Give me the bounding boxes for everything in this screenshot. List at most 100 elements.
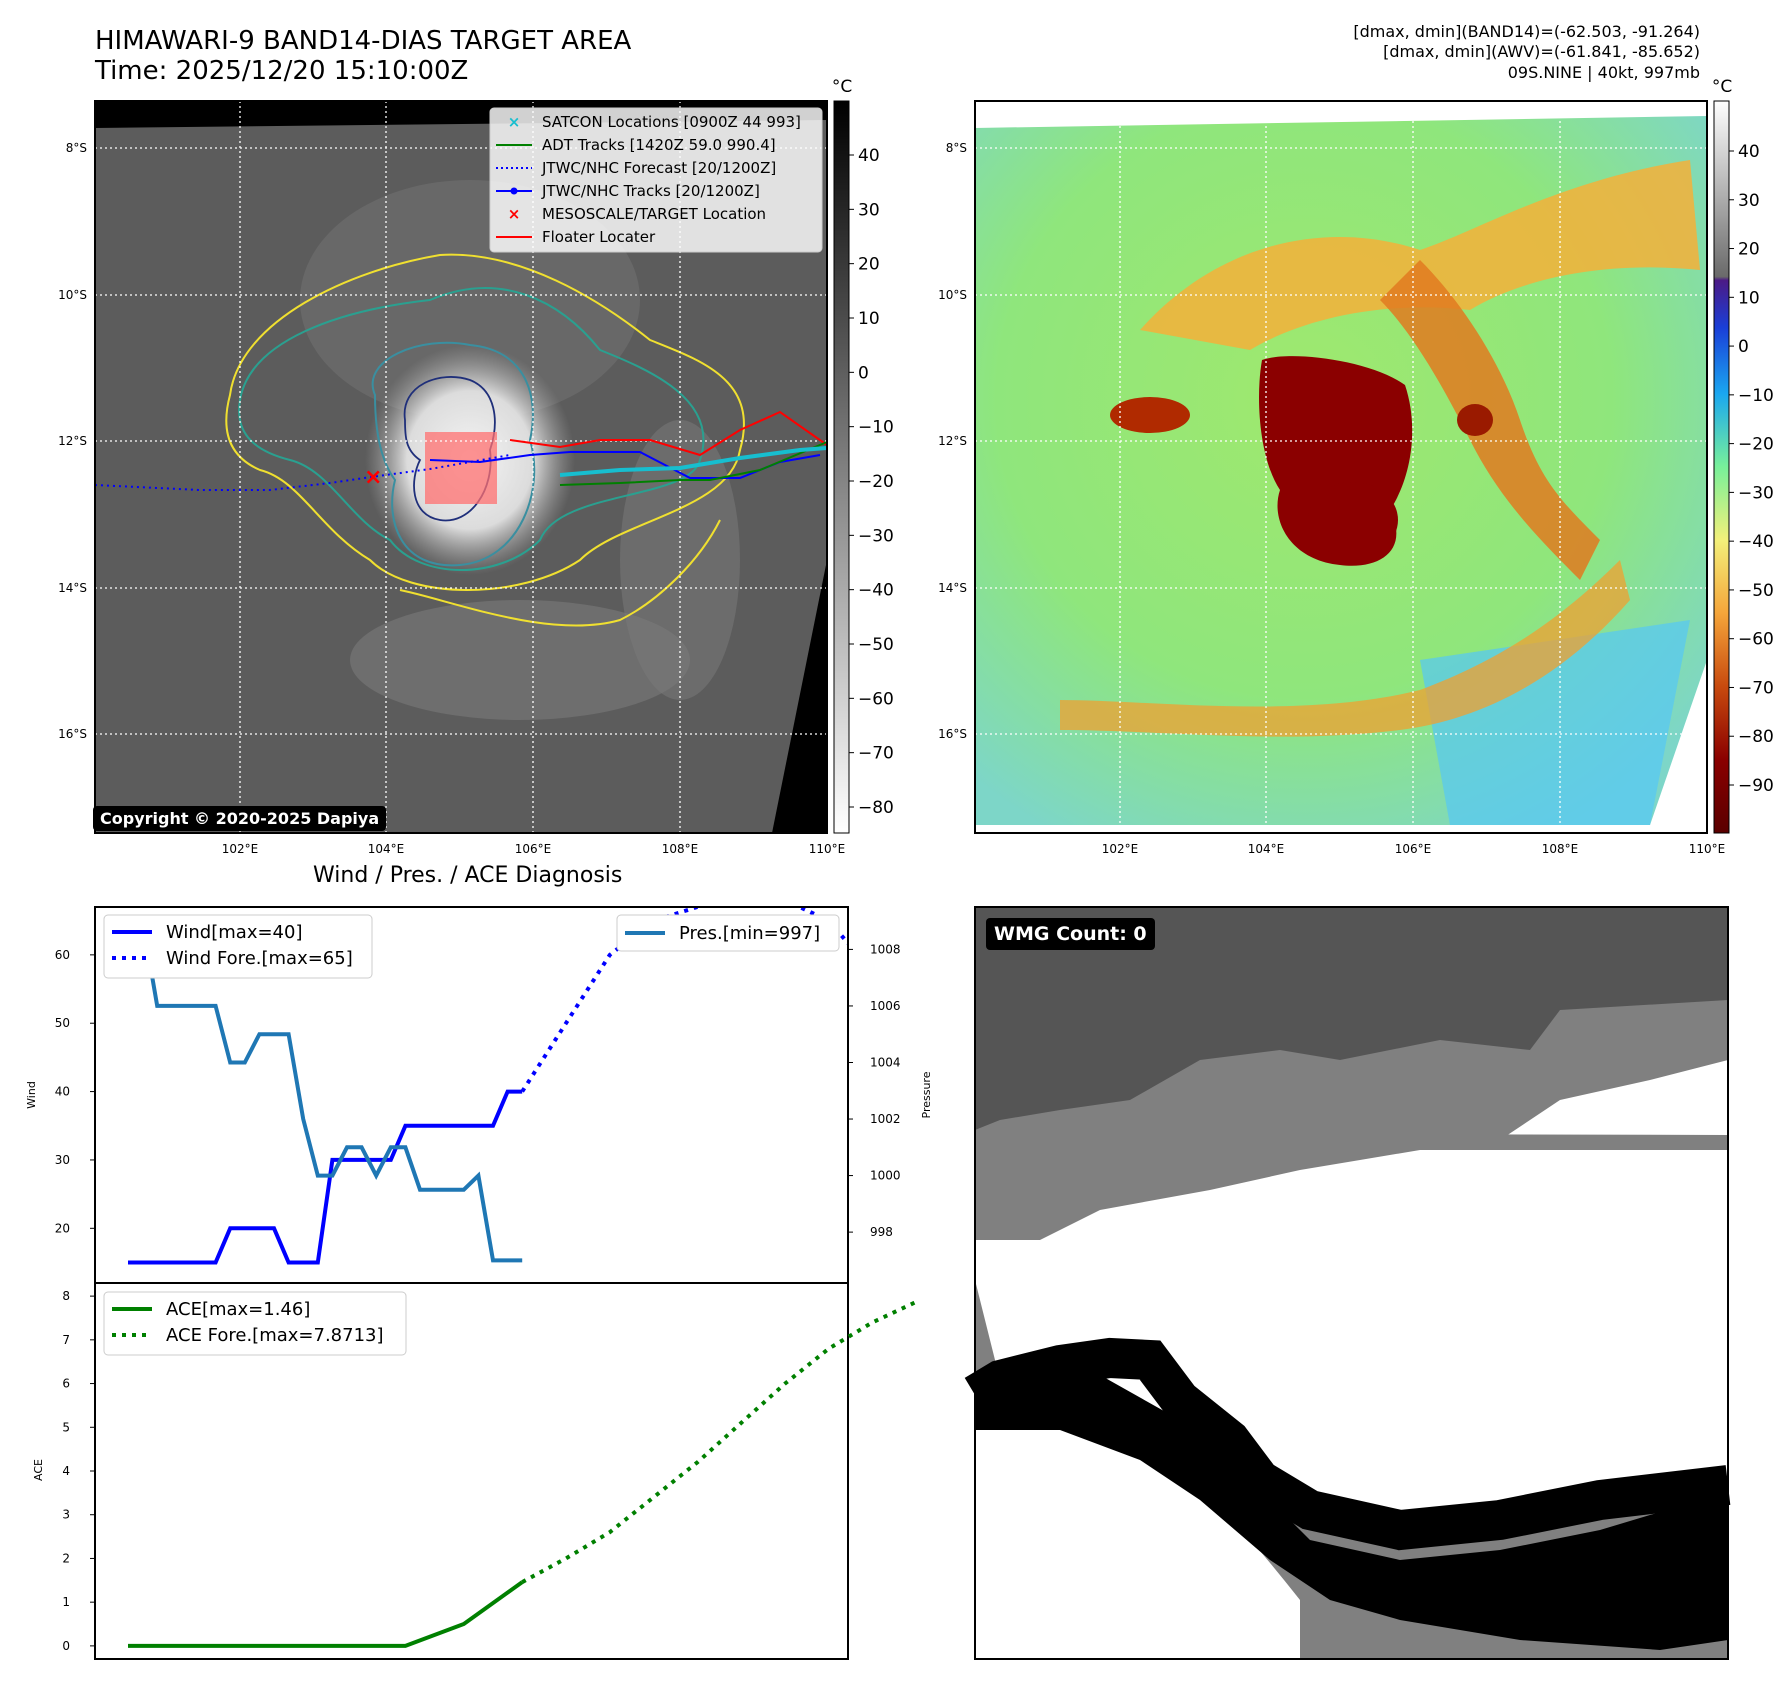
legend-box xyxy=(489,107,823,253)
colorbar-tick-label: −80 xyxy=(858,798,894,818)
ir-frame xyxy=(94,100,828,834)
legend-label: ACE[max=1.46] xyxy=(166,1299,310,1320)
lat-label: 14°S xyxy=(58,581,87,595)
y2-tick-label: 1008 xyxy=(870,942,901,956)
legend-label: JTWC/NHC Forecast [20/1200Z] xyxy=(541,159,776,177)
y2-tick-label: 1000 xyxy=(870,1169,901,1183)
y-tick-label: 6 xyxy=(62,1377,70,1391)
lat-label: 16°S xyxy=(58,727,87,741)
y-tick-label: 1 xyxy=(62,1595,70,1609)
y2-tick-label: 998 xyxy=(870,1225,893,1239)
awv-colorbar: °C 40 30 20 10 0 −10 −20 −30 −40 −50 −60 −70 −80 −90 xyxy=(1712,77,1774,834)
colorbar-tick-label: 0 xyxy=(858,363,869,383)
ace-legend-box xyxy=(103,1291,407,1356)
awv-colorbar-unit: °C xyxy=(1712,77,1732,97)
y-tick-label: 40 xyxy=(55,1085,70,1099)
legend-label: Wind[max=40] xyxy=(166,922,303,943)
meta-awv: [dmax, dmin](AWV)=(-61.841, -85.652) xyxy=(1383,42,1700,61)
y2-tick-label: 1002 xyxy=(870,1112,901,1126)
wmg-gray-strip xyxy=(975,1133,1728,1150)
lat-label: 10°S xyxy=(938,288,967,302)
legend-marker: × xyxy=(508,113,521,131)
y-tick-label: 60 xyxy=(55,948,70,962)
colorbar-tick-label: −50 xyxy=(1738,581,1774,601)
ir-cloud-south xyxy=(350,600,690,720)
y-tick-label: 2 xyxy=(62,1551,70,1565)
y-tick-label: 30 xyxy=(55,1153,70,1167)
colorbar-tick-label: −10 xyxy=(1738,386,1774,406)
lon-label: 106°E xyxy=(515,842,552,856)
pressure-series-line xyxy=(128,919,523,1263)
lat-label: 12°S xyxy=(58,434,87,448)
ir-contour-inner xyxy=(371,341,536,567)
wmg-count-badge: WMG Count: 0 xyxy=(986,918,1155,950)
copyright-badge: Copyright © 2020-2025 Dapiya xyxy=(93,806,387,831)
colorbar-tick-label: 20 xyxy=(858,255,880,275)
meta-storm: 09S.NINE | 40kt, 997mb xyxy=(1507,63,1700,82)
lon-label: 104°E xyxy=(368,842,405,856)
ir-legend: × SATCON Locations [0900Z 44 993] ADT Trac… xyxy=(489,107,823,253)
wmg-dark-zone xyxy=(975,907,1728,1130)
ir-contour-rainband xyxy=(399,519,721,627)
colorbar-tick-label: 30 xyxy=(1738,191,1760,211)
lat-label: 8°S xyxy=(946,141,967,155)
wind-legend-box xyxy=(103,914,373,979)
satcon-track-line xyxy=(559,446,828,477)
wmg-panel xyxy=(964,906,1731,1660)
lon-label: 108°E xyxy=(662,842,699,856)
meta-band14: [dmax, dmin](BAND14)=(-62.503, -91.264) xyxy=(1353,22,1700,41)
colorbar-tick-label: −20 xyxy=(858,472,894,492)
ir-gridlines xyxy=(95,101,828,833)
lon-label: 102°E xyxy=(222,842,259,856)
legend-label: ADT Tracks [1420Z 59.0 990.4] xyxy=(542,136,776,154)
lat-label: 12°S xyxy=(938,434,967,448)
chart-title-line1: HIMAWARI-9 BAND14-DIAS TARGET AREA xyxy=(95,26,632,56)
y2-tick-label: 1004 xyxy=(870,1055,901,1069)
colorbar-tick-label: 10 xyxy=(858,309,880,329)
wind-ylabel: Wind xyxy=(25,1081,38,1109)
ace-ylabel: ACE xyxy=(32,1459,45,1481)
lat-label: 8°S xyxy=(66,141,87,155)
chart-title-line2: Time: 2025/12/20 15:10:00Z xyxy=(95,56,469,86)
legend-label: JTWC/NHC Tracks [20/1200Z] xyxy=(541,182,760,200)
lon-label: 110°E xyxy=(1689,842,1726,856)
ace-series-line xyxy=(128,1580,524,1648)
y-tick-label: 0 xyxy=(62,1639,70,1653)
awv-frame xyxy=(974,100,1708,834)
ir-lat-labels: 8°S 10°S 12°S 14°S 16°S xyxy=(58,141,87,741)
awv-panel: 8°S 10°S 12°S 14°S 16°S 102°E 104°E 106°E 108°E… xyxy=(938,100,1726,856)
wmg-frame xyxy=(974,906,1729,1660)
adt-track-line xyxy=(559,441,828,486)
ir-lon-labels: 102°E 104°E 106°E 108°E 110°E xyxy=(222,842,846,856)
diagnosis-title: Wind / Pres. / ACE Diagnosis xyxy=(313,863,623,888)
lon-label: 102°E xyxy=(1102,842,1139,856)
lon-label: 104°E xyxy=(1248,842,1285,856)
colorbar-tick-label: −90 xyxy=(1738,776,1774,796)
pres-legend-box xyxy=(616,914,840,952)
wind-pres-panel: 20 30 40 50 60 998 1000 1002 1004 1006 1008 Wind … xyxy=(25,906,933,1284)
awv-lat-labels: 8°S 10°S 12°S 14°S 16°S xyxy=(938,141,967,741)
colorbar-tick-label: 10 xyxy=(1738,288,1760,308)
legend-label: Floater Locater xyxy=(542,228,656,246)
colorbar-tick-label: −40 xyxy=(858,581,894,601)
colorbar-tick-label: −80 xyxy=(1738,727,1774,747)
colorbar-tick-label: −60 xyxy=(858,689,894,709)
wmg-white-lower xyxy=(975,1378,1300,1659)
legend-dot xyxy=(510,187,518,195)
y-tick-label: 20 xyxy=(55,1221,70,1235)
pressure-ylabel: Pressure xyxy=(920,1071,933,1118)
colorbar-tick-label: −40 xyxy=(1738,532,1774,552)
awv-lon-labels: 102°E 104°E 106°E 108°E 110°E xyxy=(1102,842,1726,856)
awv-cell-west xyxy=(1110,397,1190,433)
colorbar-tick-label: −30 xyxy=(858,526,894,546)
lat-label: 10°S xyxy=(58,288,87,302)
colorbar-tick-label: −70 xyxy=(858,744,894,764)
wmg-black-ridge xyxy=(964,1337,1731,1551)
colorbar-tick-label: 0 xyxy=(1738,337,1749,357)
colorbar-tick-label: 40 xyxy=(858,146,880,166)
mesoscale-marker: × xyxy=(364,465,382,490)
y-tick-label: 3 xyxy=(62,1508,70,1522)
colorbar-tick-label: 30 xyxy=(858,200,880,220)
awv-gridlines xyxy=(975,101,1708,833)
lon-label: 108°E xyxy=(1542,842,1579,856)
